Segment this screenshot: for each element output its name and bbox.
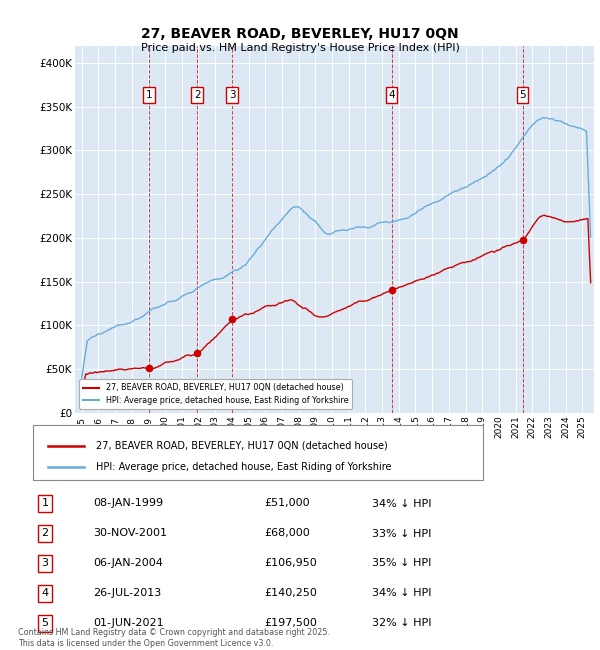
Text: 34% ↓ HPI: 34% ↓ HPI <box>372 588 431 599</box>
Text: 30-NOV-2001: 30-NOV-2001 <box>93 528 167 538</box>
Text: 32% ↓ HPI: 32% ↓ HPI <box>372 618 431 629</box>
Text: 35% ↓ HPI: 35% ↓ HPI <box>372 558 431 569</box>
Text: 1: 1 <box>41 499 49 508</box>
Text: 4: 4 <box>388 90 395 100</box>
Text: 01-JUN-2021: 01-JUN-2021 <box>93 618 164 629</box>
Text: HPI: Average price, detached house, East Riding of Yorkshire: HPI: Average price, detached house, East… <box>96 462 392 471</box>
Text: 27, BEAVER ROAD, BEVERLEY, HU17 0QN: 27, BEAVER ROAD, BEVERLEY, HU17 0QN <box>141 27 459 42</box>
Text: £68,000: £68,000 <box>264 528 310 538</box>
Text: 5: 5 <box>41 618 49 629</box>
Text: £197,500: £197,500 <box>264 618 317 629</box>
Text: 5: 5 <box>519 90 526 100</box>
Text: 3: 3 <box>229 90 236 100</box>
Text: 08-JAN-1999: 08-JAN-1999 <box>93 499 163 508</box>
Text: £106,950: £106,950 <box>264 558 317 569</box>
Text: 26-JUL-2013: 26-JUL-2013 <box>93 588 161 599</box>
Text: 1: 1 <box>146 90 152 100</box>
Text: 27, BEAVER ROAD, BEVERLEY, HU17 0QN (detached house): 27, BEAVER ROAD, BEVERLEY, HU17 0QN (det… <box>96 441 388 451</box>
Legend: 27, BEAVER ROAD, BEVERLEY, HU17 0QN (detached house), HPI: Average price, detach: 27, BEAVER ROAD, BEVERLEY, HU17 0QN (det… <box>79 380 352 409</box>
Text: 34% ↓ HPI: 34% ↓ HPI <box>372 499 431 508</box>
Text: Price paid vs. HM Land Registry's House Price Index (HPI): Price paid vs. HM Land Registry's House … <box>140 43 460 53</box>
Text: 06-JAN-2004: 06-JAN-2004 <box>93 558 163 569</box>
Text: Contains HM Land Registry data © Crown copyright and database right 2025.
This d: Contains HM Land Registry data © Crown c… <box>18 629 330 647</box>
Text: 2: 2 <box>41 528 49 538</box>
Text: 2: 2 <box>194 90 200 100</box>
Text: £51,000: £51,000 <box>264 499 310 508</box>
Text: 3: 3 <box>41 558 49 569</box>
FancyBboxPatch shape <box>33 425 483 480</box>
Text: £140,250: £140,250 <box>264 588 317 599</box>
Text: 33% ↓ HPI: 33% ↓ HPI <box>372 528 431 538</box>
Text: 4: 4 <box>41 588 49 599</box>
